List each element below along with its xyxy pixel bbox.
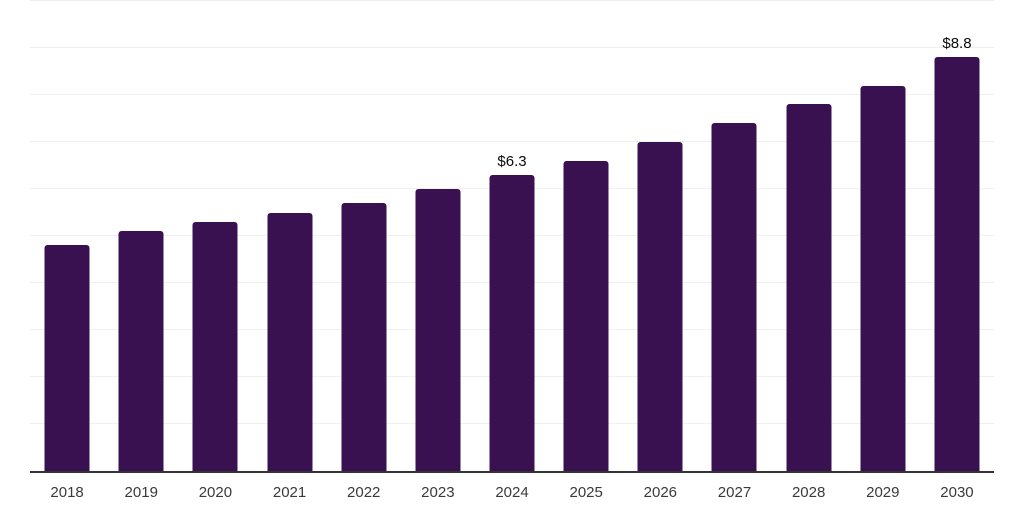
bar-band: $8.8 [920, 1, 994, 471]
bar-band [401, 1, 475, 471]
x-tick-label-2024: 2024 [495, 484, 529, 501]
gridline [30, 141, 994, 142]
bar-2025 [563, 160, 609, 471]
bar-2023 [415, 189, 461, 471]
bar-2021 [267, 212, 313, 471]
bar-2019 [118, 231, 164, 471]
x-tick-label-2028: 2028 [791, 484, 826, 501]
bar-2030 [934, 57, 980, 471]
x-tick-label-2030: 2030 [940, 484, 974, 501]
x-axis: 2018 2019 2020 2021 2022 2023 2024 2025 2026 2027… [30, 484, 994, 501]
x-tick-label-2020: 2020 [198, 484, 233, 501]
bar-2029 [860, 85, 906, 471]
bar-2020 [192, 221, 238, 471]
data-label-2030: $8.8 [942, 35, 972, 53]
x-tick-label-2022: 2022 [347, 484, 381, 501]
gridline [30, 0, 994, 1]
x-tick-label-2026: 2026 [643, 484, 678, 501]
x-tick-label-2029: 2029 [866, 484, 900, 501]
bar-band [623, 1, 697, 471]
bar-band: $6.3 [475, 1, 549, 471]
bar-band [30, 1, 104, 471]
bar-2026 [637, 142, 683, 471]
bar-band [252, 1, 326, 471]
bar-band [772, 1, 846, 471]
x-tick-label-2018: 2018 [50, 484, 84, 501]
x-tick-label-2019: 2019 [124, 484, 158, 501]
x-tick-label-2021: 2021 [272, 484, 307, 501]
x-tick-label-2023: 2023 [421, 484, 455, 501]
bar-band [104, 1, 178, 471]
x-tick-label-2027: 2027 [717, 484, 752, 501]
bar-2018 [44, 245, 90, 471]
bar-2027 [711, 123, 757, 471]
bar-band [846, 1, 920, 471]
bar-series: $6.3 $8.8 [30, 1, 994, 471]
plot-area: $6.3 $8.8 [30, 0, 994, 473]
bar-2024 [489, 174, 535, 471]
bar-2022 [341, 203, 387, 471]
bar-band [549, 1, 623, 471]
bar-band [697, 1, 771, 471]
bar-band [327, 1, 401, 471]
gridline [30, 94, 994, 95]
x-tick-label-2025: 2025 [569, 484, 603, 501]
gridline [30, 47, 994, 48]
bar-2028 [786, 104, 832, 471]
data-label-2024: $6.3 [497, 152, 527, 170]
bar-band [178, 1, 252, 471]
